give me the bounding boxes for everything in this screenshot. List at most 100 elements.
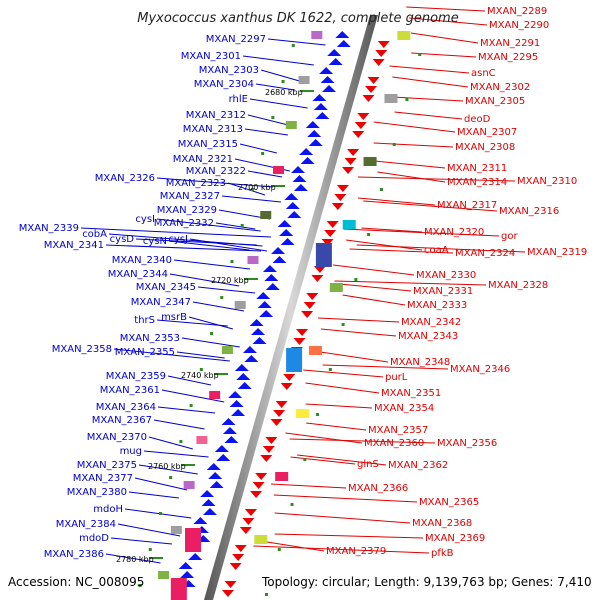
leader-line — [105, 244, 262, 252]
gene-label[interactable]: MXAN_2303 — [199, 65, 259, 76]
gene-label[interactable]: MXAN_2384 — [56, 519, 116, 530]
gene-label[interactable]: MXAN_2289 — [487, 6, 547, 17]
gene-label[interactable]: MXAN_2364 — [96, 402, 156, 413]
gene-label[interactable]: MXAN_2354 — [374, 403, 434, 414]
gene-label[interactable]: MXAN_2365 — [419, 497, 479, 508]
gene-label[interactable]: MXAN_2351 — [381, 388, 441, 399]
gene-label[interactable]: MXAN_2360 — [364, 438, 424, 449]
gene-label[interactable]: MXAN_2332 — [154, 218, 214, 229]
gene-label[interactable]: MXAN_2302 — [470, 82, 530, 93]
gene-label[interactable]: MXAN_2367 — [92, 415, 152, 426]
gene-label[interactable]: gor — [501, 231, 518, 242]
gene-box-left — [273, 166, 285, 174]
gene-label[interactable]: MXAN_2291 — [480, 38, 540, 49]
gene-label[interactable]: MXAN_2375 — [77, 460, 137, 471]
gene-label[interactable]: MXAN_2340 — [112, 255, 172, 266]
gene-label[interactable]: MXAN_2346 — [450, 364, 510, 375]
gene-label[interactable]: MXAN_2313 — [183, 124, 243, 135]
gene-label[interactable]: MXAN_2305 — [465, 96, 525, 107]
gene-label[interactable]: pfkB — [431, 548, 454, 559]
gene-label[interactable]: MXAN_2310 — [517, 176, 577, 187]
gene-label[interactable]: MXAN_2366 — [348, 483, 408, 494]
gene-label[interactable]: MXAN_2314 — [447, 177, 507, 188]
gene-label[interactable]: MXAN_2321 — [173, 154, 233, 165]
gene-label[interactable]: MXAN_2323 — [166, 178, 226, 189]
gene-label[interactable]: MXAN_2341 — [44, 240, 104, 251]
gene-label[interactable]: MXAN_2312 — [186, 110, 246, 121]
left-leader-lines — [80, 38, 326, 564]
gene-label[interactable]: MXAN_2356 — [437, 438, 497, 449]
gene-label[interactable]: MXAN_2348 — [390, 357, 450, 368]
leader-line — [255, 83, 295, 91]
gene-label[interactable]: glnS — [357, 459, 379, 470]
gene-label[interactable]: MXAN_2329 — [157, 205, 217, 216]
gene-label[interactable]: MXAN_2320 — [424, 227, 484, 238]
gene-label[interactable]: MXAN_2339 — [19, 223, 79, 234]
gene-label[interactable]: purL — [385, 372, 408, 383]
gene-label[interactable]: MXAN_2324 — [455, 248, 515, 259]
gene-label[interactable]: MXAN_2315 — [178, 139, 238, 150]
gene-label[interactable]: MXAN_2307 — [457, 127, 517, 138]
gene-label[interactable]: MXAN_2319 — [527, 247, 587, 258]
gene-label[interactable]: MXAN_2359 — [106, 371, 166, 382]
gene-label[interactable]: MXAN_2328 — [488, 280, 548, 291]
gene-label[interactable]: MXAN_2343 — [398, 331, 458, 342]
gene-label[interactable]: MXAN_2333 — [407, 300, 467, 311]
gene-label[interactable]: MXAN_2297 — [206, 34, 266, 45]
gene-label[interactable]: msrB — [161, 312, 187, 323]
gene-label[interactable]: MXAN_2322 — [186, 166, 246, 177]
gene-label[interactable]: MXAN_2362 — [388, 460, 448, 471]
gene-label[interactable]: MXAN_2347 — [131, 297, 191, 308]
gene-label[interactable]: deoD — [464, 114, 491, 125]
gene-label[interactable]: MXAN_2361 — [100, 385, 160, 396]
gene-label[interactable]: MXAN_2344 — [108, 269, 168, 280]
tick-dot — [264, 593, 268, 596]
gene-label[interactable]: MXAN_2301 — [181, 51, 241, 62]
gene-label[interactable]: mdoH — [93, 504, 123, 515]
gene-label[interactable]: MXAN_2370 — [87, 432, 147, 443]
gene-label[interactable]: MXAN_2357 — [368, 425, 428, 436]
gene-label[interactable]: mug — [120, 446, 142, 457]
gene-label[interactable]: MXAN_2326 — [95, 173, 155, 184]
leader-line — [270, 483, 347, 489]
gene-label[interactable]: MXAN_2358 — [52, 344, 112, 355]
gene-label[interactable]: MXAN_2368 — [412, 518, 472, 529]
gene-label[interactable]: thrS — [134, 315, 155, 326]
tick-dot — [240, 224, 244, 227]
gene-arrow-left — [277, 220, 292, 227]
leader-line — [124, 508, 192, 519]
gene-label[interactable]: cysJ — [168, 234, 188, 245]
gene-label[interactable]: MXAN_2379 — [326, 546, 386, 557]
gene-arrow-left — [264, 274, 279, 281]
gene-label[interactable]: MXAN_2304 — [194, 79, 254, 90]
gene-label[interactable]: rhlE — [229, 94, 248, 105]
gene-label[interactable]: asnC — [471, 68, 496, 79]
leader-line — [249, 98, 308, 109]
gene-label[interactable]: MXAN_2331 — [413, 286, 473, 297]
gene-label[interactable]: MXAN_2345 — [136, 282, 196, 293]
gene-label[interactable]: MXAN_2311 — [447, 163, 507, 174]
gene-label[interactable]: cobA — [82, 229, 107, 240]
gene-label[interactable]: MXAN_2327 — [160, 191, 220, 202]
gene-label[interactable]: cysI — [135, 214, 155, 225]
gene-label[interactable]: MXAN_2330 — [416, 270, 476, 281]
gene-label[interactable]: MXAN_2316 — [499, 206, 559, 217]
gene-label[interactable]: cysD — [110, 234, 135, 245]
gene-label[interactable]: MXAN_2317 — [437, 200, 497, 211]
leader-line — [267, 38, 326, 46]
gene-label[interactable]: MXAN_2386 — [44, 549, 104, 560]
gene-label[interactable]: coaA — [424, 245, 449, 256]
gene-label[interactable]: MXAN_2308 — [455, 142, 515, 153]
gene-label[interactable]: cysN — [143, 236, 167, 247]
gene-label[interactable]: MXAN_2380 — [67, 487, 127, 498]
gene-label[interactable]: mdoD — [79, 533, 109, 544]
gene-label[interactable]: MXAN_2342 — [401, 317, 461, 328]
gene-label[interactable]: MXAN_2290 — [489, 20, 549, 31]
gene-label[interactable]: MXAN_2355 — [115, 347, 175, 358]
gene-label[interactable]: MXAN_2377 — [73, 473, 133, 484]
gene-label[interactable]: MXAN_2353 — [120, 333, 180, 344]
gene-label[interactable]: MXAN_2369 — [425, 533, 485, 544]
gene-block — [170, 578, 187, 600]
gene-arrow-right — [313, 266, 326, 273]
gene-label[interactable]: MXAN_2295 — [478, 52, 538, 63]
